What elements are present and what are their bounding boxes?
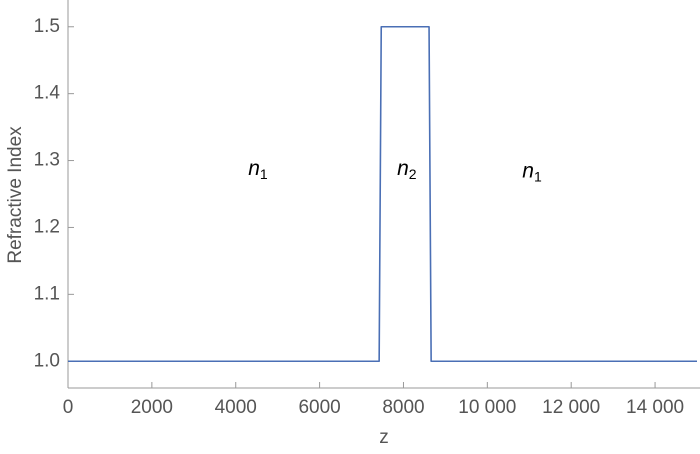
x-tick-label: 0: [63, 397, 74, 418]
y-tick-label: 1.1: [34, 283, 60, 304]
x-tick-label: 12 000: [542, 397, 600, 418]
annotation: n1: [522, 159, 542, 184]
y-tick-label: 1.5: [34, 16, 60, 37]
x-tick-label: 8000: [382, 397, 424, 418]
y-tick-label: 1.2: [34, 216, 60, 237]
x-axis-label: z: [379, 427, 389, 448]
y-tick-label: 1.4: [34, 83, 61, 104]
annotation-subscript: 2: [409, 166, 417, 182]
annotation: n1: [248, 157, 268, 182]
x-tick-label: 6000: [298, 397, 340, 418]
x-tick-label: 10 000: [458, 397, 516, 418]
line: [68, 25, 697, 363]
annotation-text: n: [397, 157, 409, 180]
annotation-subscript: 1: [260, 166, 268, 182]
y-axis-label: Refractive Index: [5, 126, 26, 264]
x-tick-label: 2000: [131, 397, 173, 418]
x-tick-label: 14 000: [626, 397, 684, 418]
y-tick-label: 1.0: [34, 350, 60, 371]
annotation-subscript: 1: [534, 168, 542, 184]
annotation-text: n: [248, 157, 260, 180]
annotation-text: n: [522, 159, 534, 182]
annotation: n2: [397, 157, 417, 182]
y-tick-label: 1.3: [34, 150, 60, 171]
x-tick-label: 4000: [215, 397, 257, 418]
